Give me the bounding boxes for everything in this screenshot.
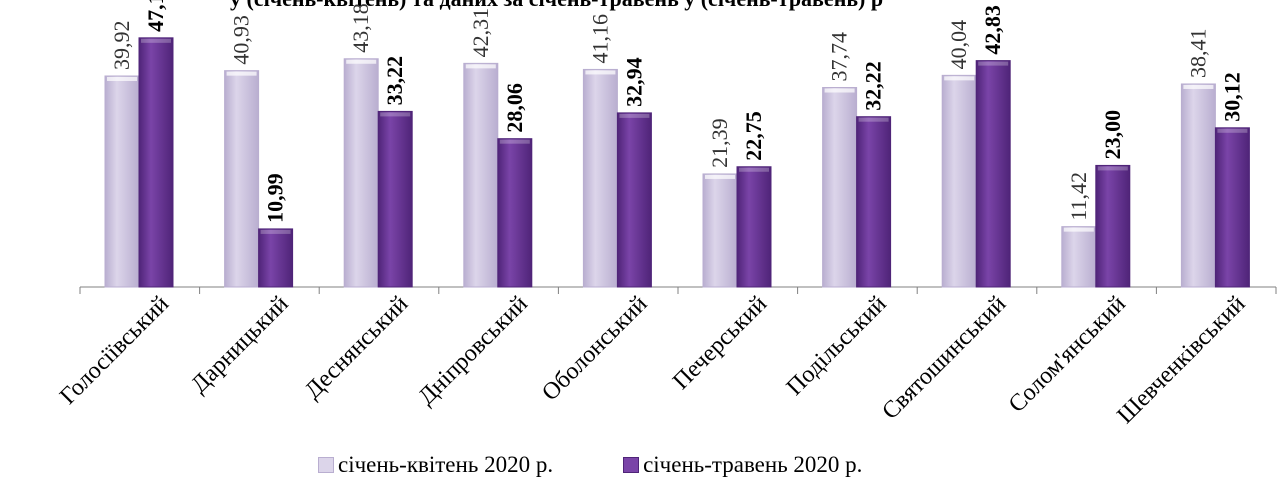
x-tick-label-1: Голосіївський [55,291,174,410]
legend-swatch-series-2 [623,457,640,473]
bar-series-2-4 [497,138,533,288]
bar-series-2-10 [1214,127,1250,288]
bar-series-2-5 [616,112,652,288]
x-tick-label-2: Дарницький [186,291,293,398]
bar-series-2-8 [975,60,1011,288]
data-label-series-1-2: 40,93 [229,15,254,65]
data-label-series-1-10: 38,41 [1185,28,1210,78]
x-tick-label-3: Деснянський [300,291,413,404]
bar-highlight-series-1-7 [824,88,855,93]
data-label-series-2-4: 28,06 [502,83,527,133]
data-label-series-1-9: 11,42 [1066,172,1091,221]
x-tick-label-6: Печерський [668,291,772,395]
bar-highlight-series-2-6 [739,167,769,172]
x-tick-label-8: Святошинський [877,291,1011,425]
data-label-series-2-6: 22,75 [741,111,766,161]
chart-title-fragment: у (січень-квітень) та даних за січень-тр… [230,0,883,12]
bar-highlight-series-2-7 [858,117,889,122]
data-label-series-2-2: 10,99 [263,173,288,223]
data-label-series-2-1: 47,14 [143,0,168,32]
bar-series-2-1 [138,37,174,288]
data-label-series-1-4: 42,31 [468,8,493,58]
bar-series-1-10 [1180,83,1216,288]
legend-swatch-series-1 [318,457,334,473]
bar-highlight-series-1-5 [585,70,616,75]
x-tick-label-9: Солом'янський [1004,291,1131,418]
legend-label-series-1: січень-квітень 2020 р. [338,452,554,477]
bar-series-1-4 [463,62,499,288]
bar-series-1-5 [582,68,618,288]
legend: січень-квітень 2020 р. січень-травень 20… [318,452,862,478]
data-label-series-2-8: 42,83 [980,5,1005,54]
bar-series-1-9 [1061,226,1097,288]
bar-series-2-3 [377,110,413,288]
bar-highlight-series-1-10 [1183,84,1214,89]
x-tick-label-10: Шевченківський [1112,291,1250,429]
data-label-series-2-7: 32,22 [861,61,886,111]
bar-series-1-6 [702,173,738,288]
data-label-series-2-9: 23,00 [1100,110,1125,160]
data-label-series-1-7: 37,74 [827,32,852,82]
bar-highlight-series-2-1 [141,38,171,43]
bar-series-1-2 [224,70,260,288]
data-label-series-1-6: 21,39 [707,118,732,168]
data-label-series-1-8: 40,04 [946,20,971,70]
bar-highlight-series-2-8 [978,61,1009,66]
data-label-series-2-5: 32,94 [621,57,646,107]
legend-label-series-2: січень-травень 2020 р. [643,452,863,477]
bar-series-2-9 [1095,164,1131,288]
bar-series-1-1 [104,75,140,288]
data-label-series-2-10: 30,12 [1219,72,1244,122]
bar-series-1-8 [941,74,977,288]
bar-highlight-series-2-9 [1097,166,1128,171]
data-label-series-1-3: 43,18 [348,3,373,53]
bar-highlight-series-1-6 [705,174,735,179]
bar-highlight-series-1-9 [1063,227,1094,232]
x-tick-label-7: Подільський [782,291,892,401]
data-label-series-1-1: 39,92 [109,20,134,70]
bar-highlight-series-1-8 [944,76,975,81]
data-label-series-1-5: 41,16 [587,14,612,64]
bar-highlight-series-1-3 [346,59,377,64]
data-label-series-2-3: 33,22 [382,56,407,106]
bar-highlight-series-2-2 [260,229,291,234]
bar-highlight-series-2-5 [619,113,650,118]
bar-highlight-series-1-2 [226,71,257,76]
bar-series-2-2 [258,228,294,288]
bar-series-2-7 [856,116,892,288]
legend-item-series-1: січень-квітень 2020 р. [318,452,553,478]
bar-highlight-series-2-10 [1217,128,1248,133]
bar-highlight-series-2-3 [380,112,411,117]
bar-chart: 39,92 47,14 Голосіївський 40,93 10,99 Дарниць… [55,0,1277,429]
bar-highlight-series-1-1 [107,76,137,81]
bar-highlight-series-2-4 [499,139,530,144]
legend-item-series-2: січень-травень 2020 р. [623,452,862,478]
bar-highlight-series-1-4 [465,64,496,69]
x-tick-label-4: Дніпровський [413,291,533,411]
bar-series-1-3 [343,58,379,288]
x-tick-label-5: Оболонський [537,291,652,406]
bar-series-1-7 [822,87,858,288]
bar-series-2-6 [736,166,772,288]
